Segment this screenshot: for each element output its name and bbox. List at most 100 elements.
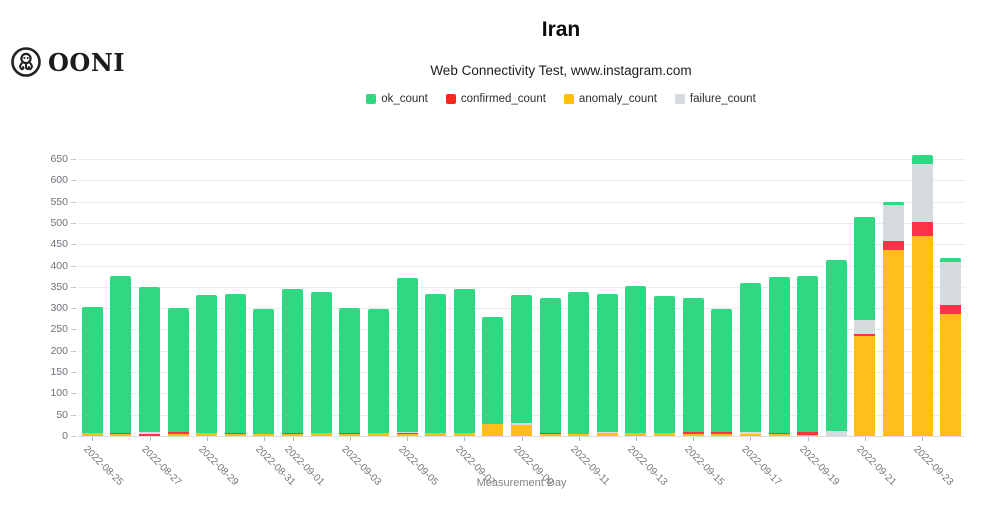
bar-segment-anomaly_count[interactable] <box>224 433 246 436</box>
x-tick-mark <box>521 437 523 441</box>
bar-segment-anomaly_count[interactable] <box>167 433 189 436</box>
bar-segment-anomaly_count[interactable] <box>539 433 561 436</box>
bar-segment-ok_count[interactable] <box>882 201 904 206</box>
bar-segment-confirmed_count[interactable] <box>882 240 904 251</box>
bar-segment-anomaly_count[interactable] <box>654 432 676 436</box>
bar-segment-ok_count[interactable] <box>711 309 733 433</box>
bar-segment-failure_count[interactable] <box>825 430 847 436</box>
y-tick-mark <box>71 350 76 352</box>
bar-segment-confirmed_count[interactable] <box>282 432 304 434</box>
bar-segment-anomaly_count[interactable] <box>482 424 504 436</box>
bar-segment-anomaly_count[interactable] <box>282 433 304 436</box>
bar-segment-ok_count[interactable] <box>81 307 103 434</box>
bar-segment-anomaly_count[interactable] <box>625 432 647 436</box>
bar-segment-anomaly_count[interactable] <box>253 433 275 436</box>
bar-segment-ok_count[interactable] <box>110 276 132 433</box>
bar-segment-ok_count[interactable] <box>224 294 246 433</box>
bar-segment-ok_count[interactable] <box>511 295 532 424</box>
y-tick-label: 350 <box>50 280 68 293</box>
bar-segment-ok_count[interactable] <box>310 291 332 433</box>
bar-segment-ok_count[interactable] <box>367 309 389 434</box>
bar-segment-anomaly_count[interactable] <box>739 434 761 436</box>
bar-segment-failure_count[interactable] <box>739 432 761 435</box>
bar-segment-ok_count[interactable] <box>682 297 704 432</box>
bar-segment-ok_count[interactable] <box>196 295 218 433</box>
bar-segment-anomaly_count[interactable] <box>196 432 218 436</box>
bar-segment-ok_count[interactable] <box>396 278 418 432</box>
bar-segment-failure_count[interactable] <box>396 431 418 433</box>
bar-segment-anomaly_count[interactable] <box>339 434 361 436</box>
bar-segment-anomaly_count[interactable] <box>110 434 132 436</box>
bar-segment-ok_count[interactable] <box>339 308 361 433</box>
ooni-octopus-icon <box>11 47 41 77</box>
legend-item-ok_count[interactable]: ok_count <box>366 93 428 105</box>
bar-segment-ok_count[interactable] <box>739 283 761 433</box>
bar-segment-anomaly_count[interactable] <box>310 433 332 436</box>
x-tick-mark <box>864 437 866 441</box>
bar-segment-confirmed_count[interactable] <box>797 432 819 435</box>
bar-segment-anomaly_count[interactable] <box>711 433 733 436</box>
y-tick-label: 650 <box>50 153 68 165</box>
bar-segment-confirmed_count[interactable] <box>854 333 876 336</box>
bar-segment-anomaly_count[interactable] <box>367 433 389 436</box>
bar-segment-failure_count[interactable] <box>596 432 618 434</box>
bar-segment-ok_count[interactable] <box>139 286 161 433</box>
bar-segment-failure_count[interactable] <box>511 423 532 425</box>
legend-item-anomaly_count[interactable]: anomaly_count <box>563 93 657 105</box>
bar-segment-failure_count[interactable] <box>940 261 962 306</box>
bar-segment-ok_count[interactable] <box>797 276 819 433</box>
bar-segment-ok_count[interactable] <box>253 309 275 434</box>
bar-segment-anomaly_count[interactable] <box>425 433 447 436</box>
bar-segment-ok_count[interactable] <box>825 260 847 431</box>
bar-segment-ok_count[interactable] <box>768 276 790 433</box>
legend-item-failure_count[interactable]: failure_count <box>674 93 756 105</box>
bar-segment-anomaly_count[interactable] <box>568 433 590 436</box>
bar-segment-confirmed_count[interactable] <box>339 433 361 435</box>
bar-segment-ok_count[interactable] <box>167 308 189 432</box>
bar-segment-anomaly_count[interactable] <box>596 433 618 436</box>
bar-segment-anomaly_count[interactable] <box>396 433 418 436</box>
x-tick-mark <box>750 437 752 441</box>
bar-segment-anomaly_count[interactable] <box>911 235 933 436</box>
bar-segment-confirmed_count[interactable] <box>911 222 933 236</box>
bar-segment-confirmed_count[interactable] <box>396 433 418 434</box>
bar-segment-failure_count[interactable] <box>911 164 933 223</box>
bar-segment-ok_count[interactable] <box>940 258 962 262</box>
bar-segment-anomaly_count[interactable] <box>797 434 819 436</box>
bar-segment-confirmed_count[interactable] <box>224 432 246 434</box>
bar-segment-anomaly_count[interactable] <box>511 424 532 436</box>
bar-segment-confirmed_count[interactable] <box>539 432 561 434</box>
bar-segment-ok_count[interactable] <box>854 216 876 320</box>
bar-segment-anomaly_count[interactable] <box>940 314 962 436</box>
bar-segment-confirmed_count[interactable] <box>940 305 962 315</box>
bar-segment-ok_count[interactable] <box>625 286 647 433</box>
bar-segment-ok_count[interactable] <box>654 296 676 433</box>
bar-segment-confirmed_count[interactable] <box>110 433 132 435</box>
bar-segment-anomaly_count[interactable] <box>854 335 876 436</box>
bar-segment-confirmed_count[interactable] <box>711 432 733 434</box>
bar-segment-failure_count[interactable] <box>854 319 876 334</box>
y-tick-label: 200 <box>50 344 68 357</box>
bar-segment-ok_count[interactable] <box>911 155 933 165</box>
bar-segment-anomaly_count[interactable] <box>682 433 704 436</box>
bar-segment-ok_count[interactable] <box>282 288 304 433</box>
bar-segment-confirmed_count[interactable] <box>139 434 161 436</box>
bar-segment-ok_count[interactable] <box>425 293 447 434</box>
bar-segment-anomaly_count[interactable] <box>882 250 904 436</box>
bar-segment-ok_count[interactable] <box>568 292 590 434</box>
bar-segment-ok_count[interactable] <box>539 297 561 433</box>
bar-segment-anomaly_count[interactable] <box>81 433 103 436</box>
bar-segment-failure_count[interactable] <box>882 205 904 241</box>
x-tick-mark <box>922 437 924 441</box>
bar-segment-failure_count[interactable] <box>139 432 161 435</box>
bar-segment-anomaly_count[interactable] <box>453 432 475 436</box>
bar-segment-ok_count[interactable] <box>453 288 475 433</box>
bar-segment-confirmed_count[interactable] <box>682 431 704 434</box>
bar-segment-anomaly_count[interactable] <box>768 434 790 436</box>
y-tick-mark <box>71 414 76 416</box>
bar-segment-ok_count[interactable] <box>482 316 504 425</box>
bar-segment-confirmed_count[interactable] <box>768 433 790 435</box>
bar-segment-confirmed_count[interactable] <box>167 431 189 434</box>
legend-item-confirmed_count[interactable]: confirmed_count <box>445 93 546 105</box>
bar-segment-ok_count[interactable] <box>596 294 618 433</box>
